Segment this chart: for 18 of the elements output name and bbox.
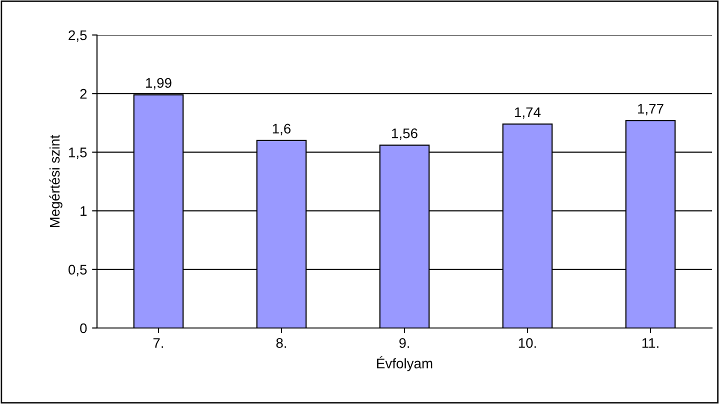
y-tick-label: 1,5	[69, 148, 87, 160]
y-axis-title: Megértési szint	[49, 134, 62, 228]
x-tick-label: 9.	[399, 338, 410, 348]
data-label: 1,74	[515, 107, 541, 119]
y-tick-label: 2,5	[68, 30, 87, 42]
data-label: 1,56	[392, 128, 418, 140]
x-tick-label: 10.	[518, 338, 536, 348]
x-tick-label: 7.	[153, 338, 164, 348]
data-label: 1,6	[272, 124, 291, 136]
y-tick-label: 2	[80, 88, 87, 99]
x-tick-label: 11.	[642, 338, 658, 348]
y-tick-label: 1	[80, 206, 87, 216]
y-tick-label: 0,5	[68, 264, 87, 276]
data-label: 1,99	[146, 78, 172, 90]
x-tick-label: 8.	[276, 338, 286, 348]
data-label: 1,77	[638, 104, 664, 116]
x-axis-title: Évfolyam	[377, 356, 432, 372]
y-tick-label: 0	[80, 323, 87, 334]
